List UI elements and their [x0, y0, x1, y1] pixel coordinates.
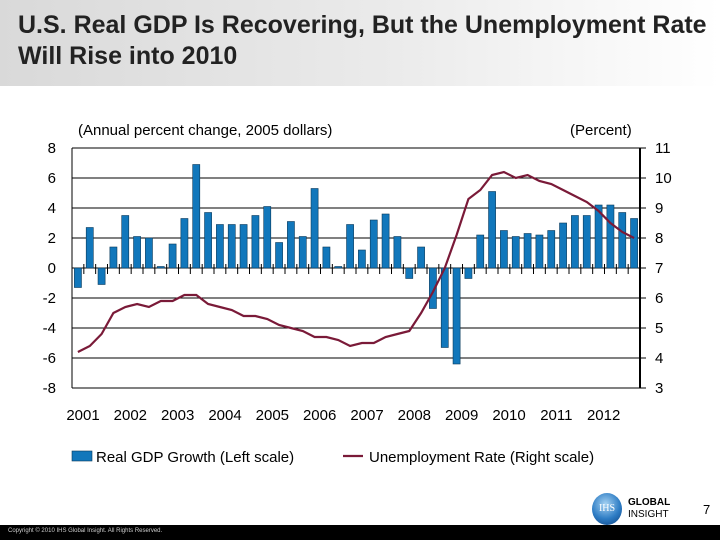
gdp-bar — [523, 233, 532, 269]
title-band — [0, 0, 720, 86]
x-tick-label: 2004 — [208, 407, 241, 424]
right-tick-label: 8 — [655, 230, 663, 247]
gdp-bar — [239, 224, 248, 269]
gdp-bar — [405, 267, 414, 279]
gdp-bar — [559, 222, 567, 269]
copyright: Copyright © 2010 IHS Global Insight. All… — [8, 528, 163, 534]
gdp-bar — [464, 267, 473, 279]
gdp-bar — [582, 215, 591, 269]
gdp-bar — [109, 246, 118, 269]
right-tick-label: 7 — [655, 260, 663, 277]
x-tick-label: 2003 — [161, 407, 194, 424]
unemployment-line — [77, 170, 635, 353]
right-tick-label: 11 — [655, 140, 671, 157]
gdp-bar — [346, 224, 354, 269]
gdp-bar — [547, 230, 556, 269]
gdp-bar — [227, 224, 236, 269]
gdp-bar — [133, 236, 141, 269]
page-number: 7 — [703, 502, 711, 517]
gdp-bar — [97, 267, 106, 285]
gdp-bar — [322, 246, 331, 269]
left-tick-label: 8 — [48, 140, 56, 157]
gdp-bar — [216, 224, 224, 269]
gdp-bar — [287, 221, 295, 269]
gdp-bar — [417, 246, 425, 269]
gdp-bar — [381, 213, 390, 269]
left-tick-label: 6 — [48, 170, 56, 187]
left-tick-label: -4 — [43, 320, 56, 337]
gdp-bar — [251, 215, 260, 269]
right-tick-label: 6 — [655, 290, 663, 307]
ihs-global-insight-logo: IHS GLOBAL INSIGHT — [592, 493, 687, 527]
gdp-bar — [168, 243, 177, 269]
right-tick-label: 5 — [655, 320, 663, 337]
gdp-bar — [511, 236, 520, 269]
right-axis-title: (Percent) — [570, 122, 632, 139]
right-tick-label: 4 — [655, 350, 663, 367]
gdp-bar — [156, 266, 165, 269]
gdp-bar — [630, 218, 638, 269]
gdp-bar — [121, 215, 130, 269]
gdp-bar — [440, 267, 449, 348]
gdp-bar — [500, 230, 508, 269]
gdp-bar — [275, 242, 283, 269]
gdp-bar — [452, 267, 461, 365]
right-tick-label: 3 — [655, 380, 663, 397]
footer-bar: Copyright © 2010 IHS Global Insight. All… — [0, 525, 720, 540]
gdp-bar — [369, 219, 378, 269]
logo-mark: IHS — [592, 493, 622, 525]
gdp-bar — [192, 164, 201, 269]
gdp-bar — [429, 267, 437, 309]
gdp-bar — [310, 188, 319, 269]
gdp-bar — [618, 212, 627, 269]
x-tick-label: 2007 — [350, 407, 383, 424]
x-tick-label: 2011 — [540, 407, 572, 424]
gdp-bar — [263, 206, 272, 269]
gdp-bar — [74, 267, 82, 288]
x-tick-label: 2001 — [66, 407, 99, 424]
left-tick-label: -6 — [43, 350, 56, 367]
logo-text: GLOBAL INSIGHT — [628, 497, 671, 520]
legend-bar-swatch — [71, 450, 93, 462]
gdp-bar — [358, 249, 366, 269]
left-tick-label: 4 — [48, 200, 56, 217]
right-tick-label: 10 — [655, 170, 672, 187]
left-tick-label: -2 — [43, 290, 56, 307]
gdp-bar — [535, 234, 544, 269]
x-tick-label: 2010 — [492, 407, 525, 424]
left-tick-label: 0 — [48, 260, 56, 277]
left-tick-label: -8 — [43, 380, 56, 397]
gdp-bar — [145, 237, 153, 269]
x-tick-label: 2008 — [398, 407, 431, 424]
gdp-bar — [488, 191, 496, 269]
gdp-bar — [334, 266, 343, 269]
x-tick-label: 2006 — [303, 407, 336, 424]
left-tick-label: 2 — [48, 230, 56, 247]
x-tick-label: 2005 — [256, 407, 289, 424]
legend-gdp-label: Real GDP Growth (Left scale) — [96, 449, 294, 466]
gdp-bar — [571, 215, 579, 269]
gdp-bar — [85, 227, 94, 269]
gdp-bar — [298, 236, 307, 269]
slide-title: U.S. Real GDP Is Recovering, But the Une… — [18, 11, 707, 70]
gdp-bar — [594, 204, 603, 269]
right-tick-label: 9 — [655, 200, 663, 217]
legend-unemployment-label: Unemployment Rate (Right scale) — [369, 449, 594, 466]
x-tick-label: 2009 — [445, 407, 478, 424]
left-axis-title: (Annual percent change, 2005 dollars) — [78, 122, 332, 139]
x-tick-label: 2002 — [114, 407, 147, 424]
gdp-bar — [180, 218, 189, 269]
gdp-bar — [606, 204, 615, 269]
gdp-bar — [204, 212, 212, 269]
gdp-bar — [393, 236, 402, 269]
x-tick-label: 2012 — [587, 407, 620, 424]
gdp-bar — [476, 234, 485, 269]
